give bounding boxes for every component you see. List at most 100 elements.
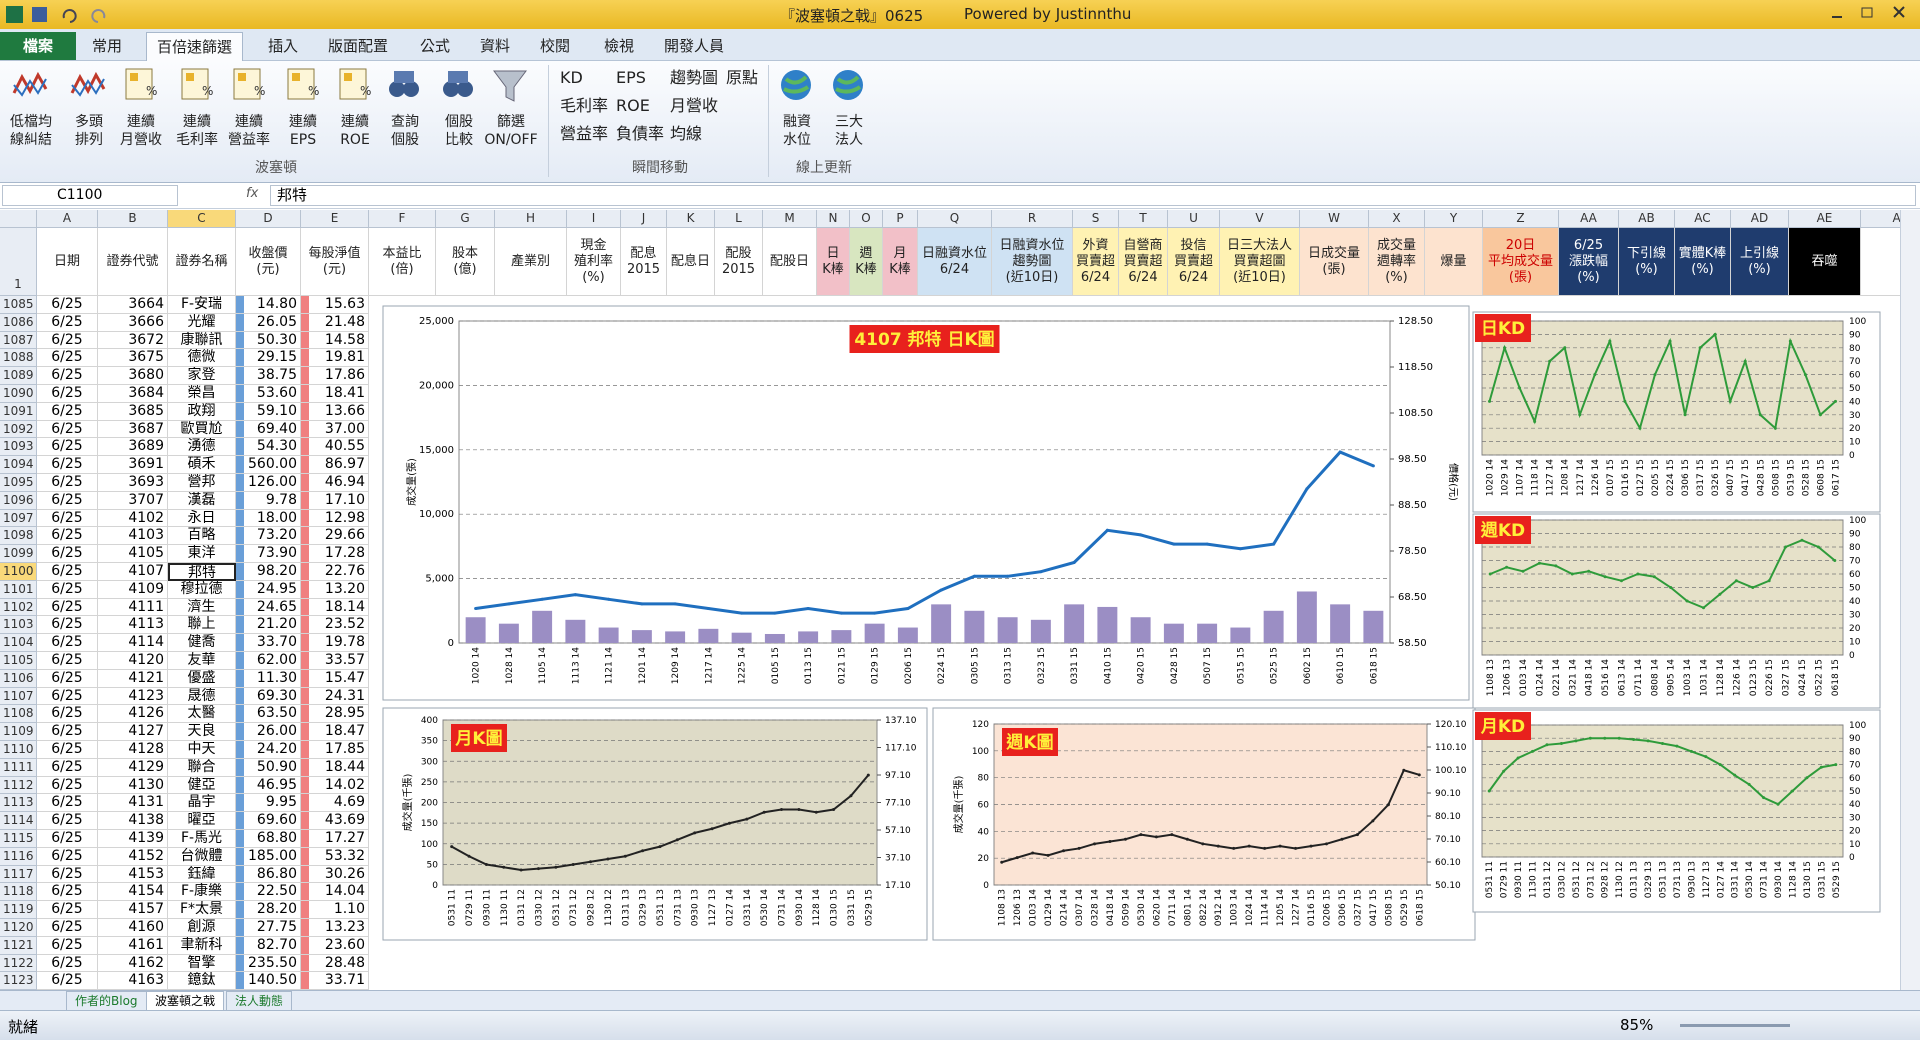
- cell[interactable]: 6/25: [37, 313, 98, 332]
- cell[interactable]: 優盛: [168, 669, 236, 688]
- ribbon-tab[interactable]: 公式: [420, 37, 451, 55]
- undo-icon[interactable]: [62, 9, 77, 23]
- cell[interactable]: 26.05: [236, 313, 301, 332]
- row-number[interactable]: 1094: [0, 456, 37, 474]
- cell[interactable]: 21.20: [236, 616, 301, 635]
- cell[interactable]: 23.60: [301, 936, 369, 955]
- column-letter[interactable]: D: [236, 210, 301, 228]
- cell[interactable]: 73.90: [236, 545, 301, 563]
- cell[interactable]: 17.10: [301, 491, 369, 510]
- cell[interactable]: 光耀: [168, 313, 236, 332]
- cell[interactable]: 3675: [98, 349, 168, 368]
- column-letter[interactable]: N: [817, 210, 850, 228]
- cell[interactable]: 30.26: [301, 865, 369, 884]
- row-number[interactable]: 1088: [0, 349, 37, 368]
- row-number[interactable]: 1121: [0, 936, 37, 955]
- column-letter[interactable]: I: [567, 210, 621, 228]
- cell[interactable]: 4152: [98, 847, 168, 866]
- cell[interactable]: 1.10: [301, 901, 369, 919]
- cell[interactable]: 6/25: [37, 420, 98, 439]
- cell[interactable]: 17.85: [301, 741, 369, 759]
- column-letter[interactable]: K: [667, 210, 715, 228]
- row-number[interactable]: 1122: [0, 954, 37, 973]
- cell[interactable]: 4160: [98, 919, 168, 937]
- row-number[interactable]: 1107: [0, 687, 37, 706]
- cell[interactable]: 4162: [98, 954, 168, 973]
- cell[interactable]: 14.80: [236, 296, 301, 314]
- cell[interactable]: 4154: [98, 883, 168, 902]
- row-number[interactable]: 1102: [0, 598, 37, 617]
- ribbon-tab[interactable]: 常用: [92, 37, 123, 55]
- cell[interactable]: 6/25: [37, 491, 98, 510]
- ribbon-button[interactable]: 連續 毛利率: [176, 114, 218, 148]
- cell[interactable]: 4139: [98, 830, 168, 848]
- formula-input[interactable]: 邦特: [270, 185, 1916, 206]
- row-number[interactable]: 1106: [0, 669, 37, 688]
- cell[interactable]: 235.50: [236, 954, 301, 973]
- cell[interactable]: 185.00: [236, 847, 301, 866]
- cell[interactable]: 康聯訊: [168, 331, 236, 350]
- cell[interactable]: 26.00: [236, 723, 301, 741]
- cell[interactable]: 12.98: [301, 509, 369, 528]
- row-number[interactable]: 1112: [0, 776, 37, 795]
- cell[interactable]: 德微: [168, 349, 236, 368]
- cell[interactable]: 14.02: [301, 776, 369, 795]
- cell[interactable]: 54.30: [236, 438, 301, 457]
- cell[interactable]: 13.66: [301, 402, 369, 421]
- cell[interactable]: 6/25: [37, 527, 98, 546]
- cell[interactable]: 17.86: [301, 367, 369, 385]
- cell[interactable]: 14.58: [301, 331, 369, 350]
- cell[interactable]: 4138: [98, 812, 168, 830]
- cell[interactable]: 4131: [98, 794, 168, 813]
- cell[interactable]: 聯合: [168, 758, 236, 777]
- cell[interactable]: 邦特: [168, 563, 236, 581]
- cell[interactable]: 6/25: [37, 919, 98, 937]
- cell[interactable]: 曜亞: [168, 812, 236, 830]
- cell[interactable]: 聿新科: [168, 936, 236, 955]
- column-letter[interactable]: AE: [1789, 210, 1861, 228]
- row-number[interactable]: 1114: [0, 812, 37, 830]
- column-letter[interactable]: B: [98, 210, 168, 228]
- row-number[interactable]: 1113: [0, 794, 37, 813]
- cell[interactable]: 鐿鈦: [168, 972, 236, 990]
- cell[interactable]: 智擎: [168, 954, 236, 973]
- cell[interactable]: 6/25: [37, 830, 98, 848]
- row-number[interactable]: 1093: [0, 438, 37, 457]
- cell[interactable]: 6/25: [37, 776, 98, 795]
- cell[interactable]: 38.75: [236, 367, 301, 385]
- cell[interactable]: 6/25: [37, 545, 98, 563]
- row-number[interactable]: 1096: [0, 491, 37, 510]
- cell[interactable]: 4153: [98, 865, 168, 884]
- cell[interactable]: 6/25: [37, 296, 98, 314]
- cell[interactable]: 4111: [98, 598, 168, 617]
- cell[interactable]: 3685: [98, 402, 168, 421]
- cell[interactable]: 28.20: [236, 901, 301, 919]
- cell[interactable]: 4157: [98, 901, 168, 919]
- cell[interactable]: 3691: [98, 456, 168, 474]
- ribbon-link[interactable]: 均線: [670, 124, 703, 143]
- ribbon-button[interactable]: 個股 比較: [445, 114, 473, 148]
- cell[interactable]: 6/25: [37, 865, 98, 884]
- minimize[interactable]: [1832, 16, 1842, 18]
- cell[interactable]: 聯上: [168, 616, 236, 635]
- cell[interactable]: 6/25: [37, 474, 98, 492]
- cell[interactable]: 6/25: [37, 954, 98, 973]
- cell[interactable]: 18.00: [236, 509, 301, 528]
- cell[interactable]: 15.63: [301, 296, 369, 314]
- cell[interactable]: 4103: [98, 527, 168, 546]
- cell[interactable]: 15.47: [301, 669, 369, 688]
- cell[interactable]: 24.95: [236, 580, 301, 599]
- cell[interactable]: F-康樂: [168, 883, 236, 902]
- close[interactable]: [1893, 6, 1905, 18]
- column-letter[interactable]: W: [1300, 210, 1369, 228]
- cell[interactable]: 6/25: [37, 812, 98, 830]
- cell[interactable]: F*太景: [168, 901, 236, 919]
- column-letter[interactable]: Y: [1425, 210, 1483, 228]
- cell[interactable]: 4128: [98, 741, 168, 759]
- restore[interactable]: [1861, 7, 1873, 18]
- cell[interactable]: 6/25: [37, 972, 98, 990]
- ribbon-button[interactable]: 連續 EPS: [289, 114, 317, 148]
- cell[interactable]: 17.27: [301, 830, 369, 848]
- sheet-tab[interactable]: 波塞頓之戟: [146, 991, 225, 1011]
- cell[interactable]: 4161: [98, 936, 168, 955]
